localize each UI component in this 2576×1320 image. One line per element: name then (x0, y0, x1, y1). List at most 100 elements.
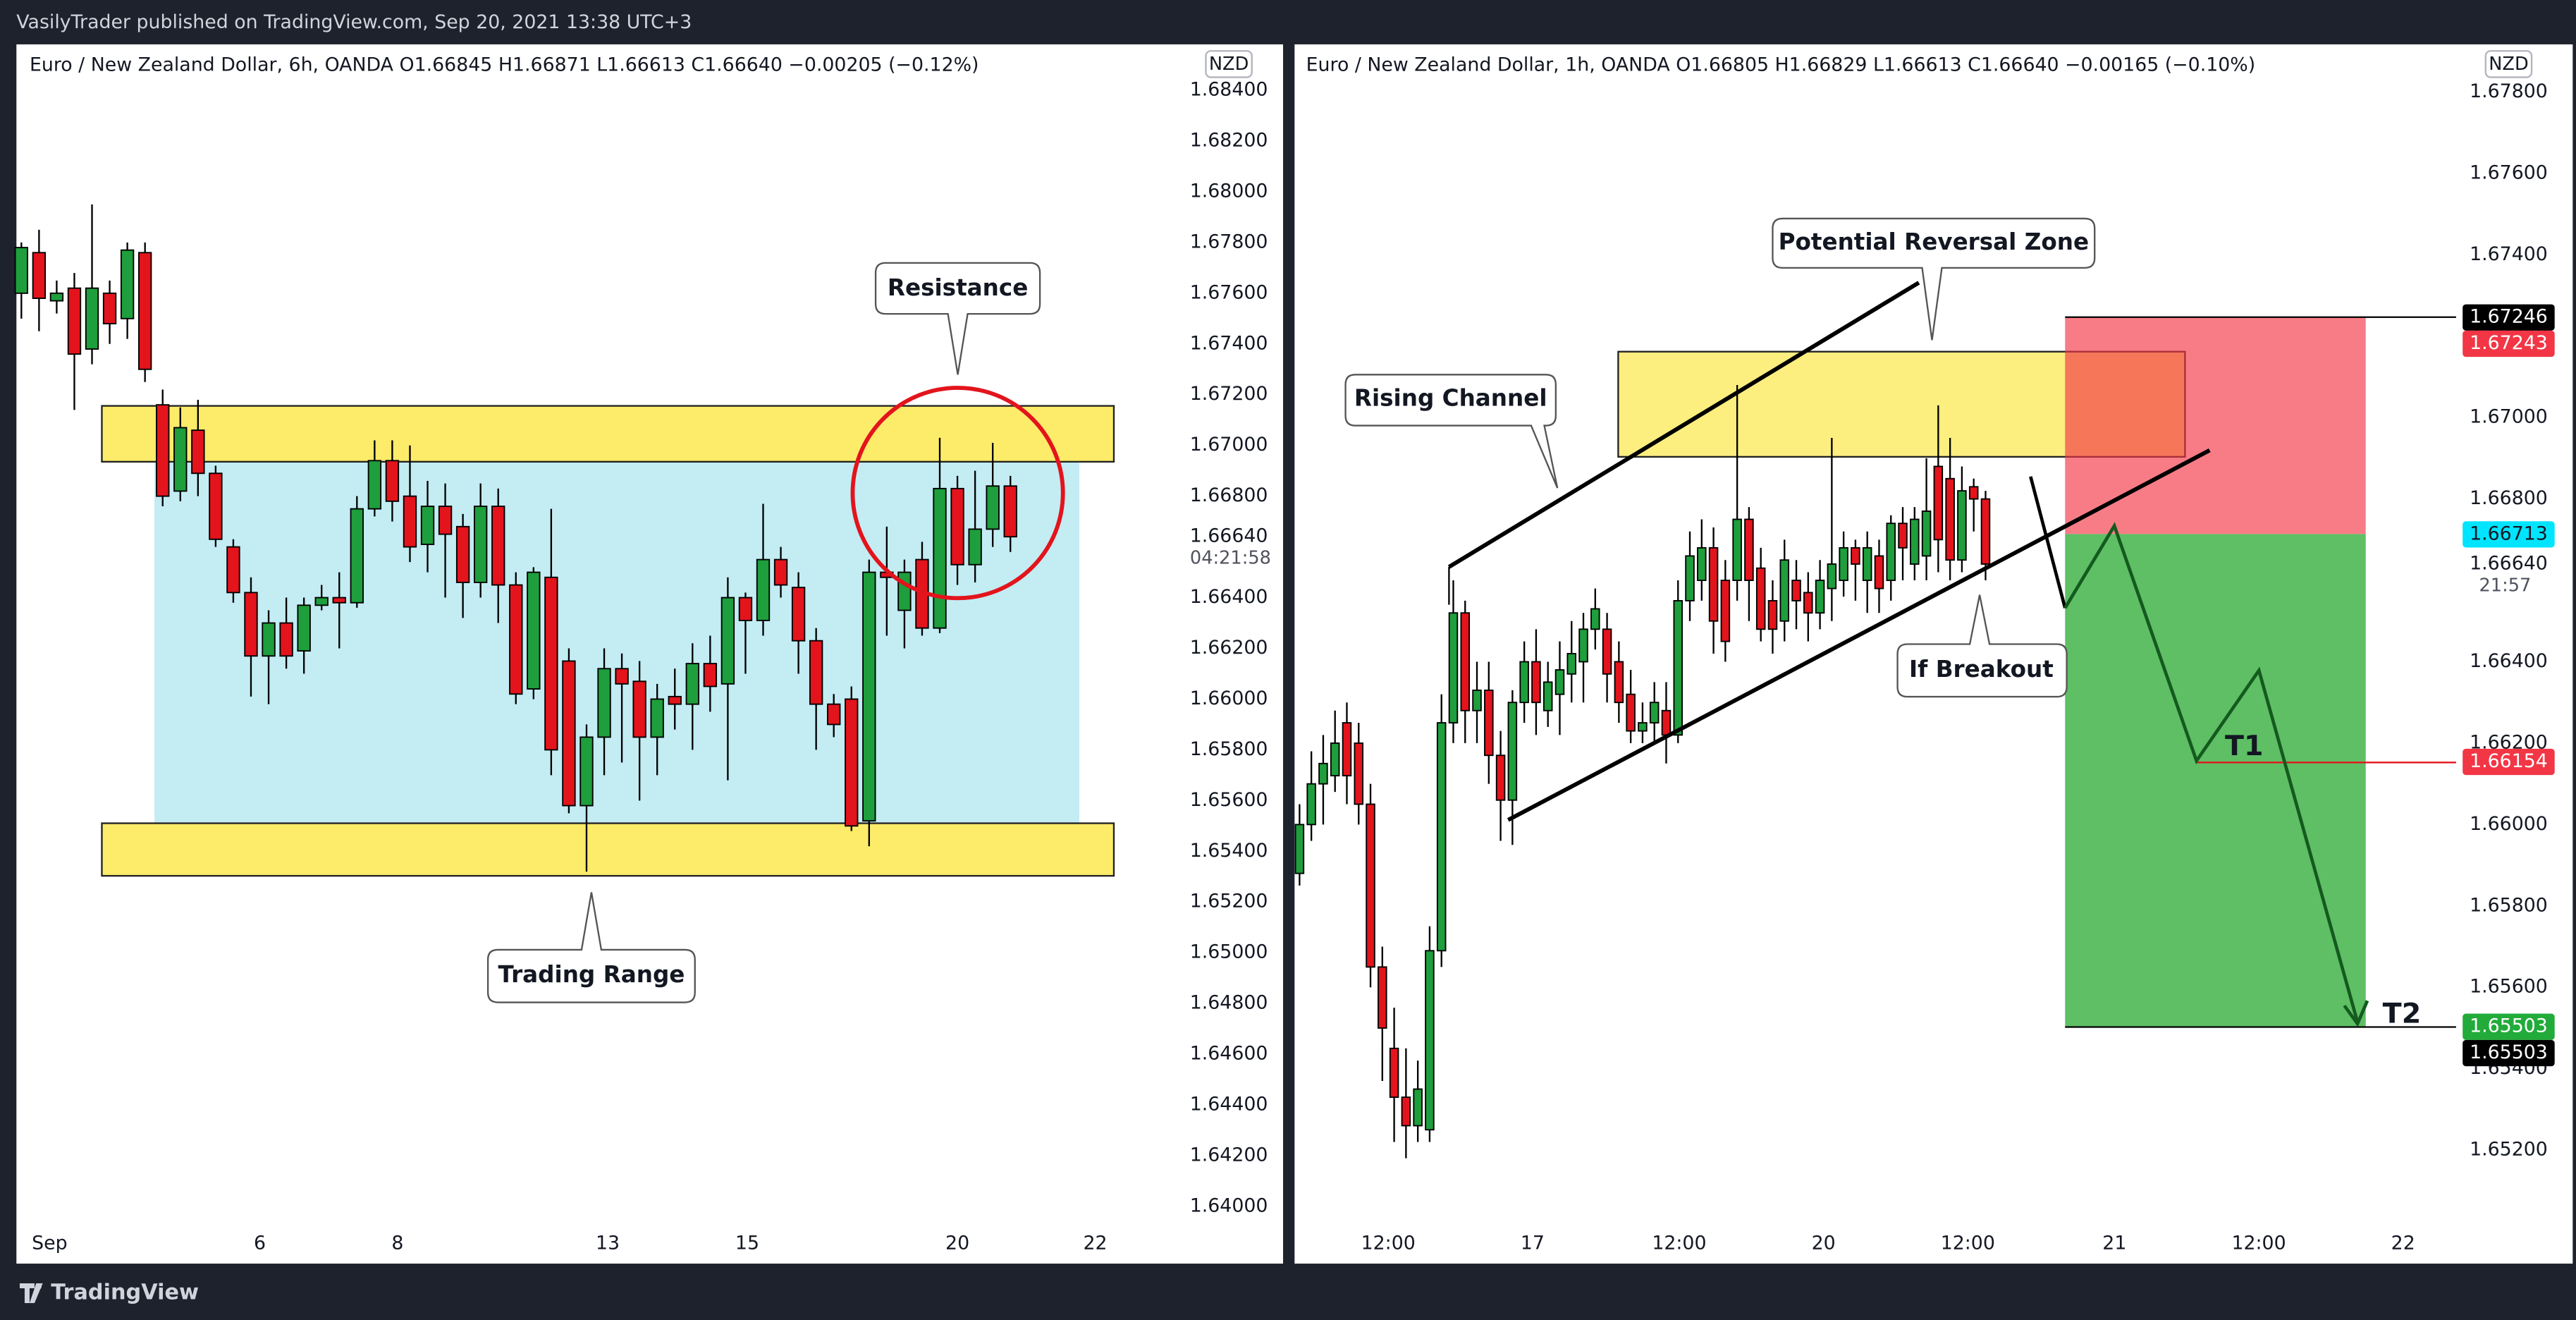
y-tick-label: 1.65200 (1190, 891, 1268, 912)
candle-body (773, 558, 788, 586)
axes: Euro / New Zealand Dollar, 6h, OANDA O1.… (30, 50, 2555, 1254)
candle-body (1685, 555, 1695, 601)
candle-body (102, 292, 117, 324)
candle-body (720, 597, 735, 685)
candle-body (527, 571, 541, 690)
countdown: 04:21:58 (1190, 548, 1271, 569)
y-tick-label: 1.67400 (1190, 332, 1268, 354)
candle-body (1803, 592, 1813, 614)
y-tick-label: 1.65600 (1190, 789, 1268, 811)
candle-body (1767, 599, 1778, 630)
x-tick-label: 22 (1083, 1233, 1107, 1254)
right-candles (1294, 385, 1991, 1159)
candle-body (632, 680, 646, 738)
candle-body (579, 736, 594, 807)
candle-body (226, 546, 240, 594)
candle-body (1306, 783, 1316, 826)
candle-body (1626, 693, 1636, 732)
projection-path (2063, 522, 2360, 1023)
price-label: 1.65503 (2470, 1015, 2548, 1037)
candle-body (1862, 546, 1872, 581)
x-tick-label: 8 (391, 1233, 403, 1254)
candle-body (191, 429, 205, 475)
price-label: 1.67243 (2470, 332, 2548, 354)
left-overlay: Resistance Trading Range (486, 262, 1065, 1003)
candle-body (438, 506, 453, 535)
x-tick-label: 6 (254, 1233, 266, 1254)
channel-line (1507, 448, 2211, 822)
candle-body (1354, 742, 1364, 805)
y-tick-label: 1.66200 (1190, 637, 1268, 659)
y-tick-label: 1.68000 (1190, 180, 1268, 202)
y-tick-label: 1.67600 (1190, 281, 1268, 303)
candle-body (367, 460, 382, 510)
candle-body (1531, 661, 1541, 704)
y-tick-label: 1.67200 (1190, 383, 1268, 405)
price-label: 1.67246 (2470, 306, 2548, 328)
candle-body (950, 487, 964, 566)
candle-body (1874, 555, 1884, 589)
price-label-box (2462, 551, 2555, 578)
candle-body (85, 287, 99, 350)
target-zone (2065, 534, 2366, 1027)
y-tick-label: 1.68200 (1190, 129, 1268, 151)
candle-body (14, 247, 28, 294)
y-tick-label: 1.66000 (2470, 813, 2548, 835)
candle-body (791, 587, 806, 642)
candle-body (827, 703, 841, 726)
candle-body (1602, 628, 1612, 675)
brand: TradingView (51, 1281, 199, 1305)
candle-body (120, 249, 135, 319)
candle-body (1697, 546, 1707, 581)
candle-body (314, 597, 329, 606)
candle-body (473, 506, 488, 583)
chart-title: Euro / New Zealand Dollar, 1h, OANDA O1.… (1306, 54, 2256, 76)
highlight-circle (850, 386, 1065, 601)
candle-body (544, 576, 558, 751)
candle-body (1839, 546, 1848, 581)
channel-line (1447, 281, 1920, 569)
arrow-head (2343, 1000, 2369, 1027)
countdown-box (1182, 548, 1275, 570)
x-tick-label: 12:00 (1652, 1233, 1706, 1254)
y-tick-label: 1.65400 (1190, 840, 1268, 862)
candle-body (1732, 518, 1742, 581)
right-overlay: T1 T2 Potential Reversal Zone Rising Cha… (1344, 217, 2456, 1030)
candle-body (986, 485, 1000, 530)
y-tick-label: 1.64800 (1190, 992, 1268, 1014)
countdown-box (2462, 575, 2555, 597)
candle-body (1519, 661, 1529, 704)
left-candles (14, 204, 1017, 872)
candle-body (1898, 522, 1908, 549)
price-label: 1.66640 (1190, 525, 1268, 547)
y-tick-label: 1.67600 (2470, 161, 2548, 183)
candle-body (1484, 689, 1494, 757)
y-tick-label: 1.67000 (1190, 434, 1268, 456)
candle-body (1673, 599, 1683, 736)
candle-body (1661, 709, 1672, 736)
candle-body (1578, 628, 1588, 663)
candle-body (968, 528, 982, 566)
price-label: 1.66713 (2470, 522, 2548, 544)
candle-body (1436, 722, 1447, 952)
y-tick-label: 1.66800 (1190, 484, 1268, 506)
footer: TradingView (19, 1281, 199, 1305)
candle-body (1957, 490, 1967, 561)
y-tick-label: 1.65800 (1190, 738, 1268, 760)
candle-body (1851, 546, 1860, 565)
x-tick-label: 12:00 (1941, 1233, 1995, 1254)
candle-body (1590, 608, 1600, 630)
path-line (2029, 476, 2067, 609)
callout (1896, 594, 2068, 698)
candle-body (1330, 742, 1340, 777)
candle-body (703, 663, 718, 688)
left-drawings (101, 405, 1115, 877)
y-tick-label: 1.68400 (1190, 79, 1268, 101)
candle-body (1542, 681, 1553, 711)
candle-body (1554, 669, 1565, 695)
candle-body (1448, 612, 1459, 723)
y-tick-label: 1.66800 (2470, 487, 2548, 509)
candle-body (173, 427, 188, 492)
currency: NZD (1209, 54, 1249, 75)
